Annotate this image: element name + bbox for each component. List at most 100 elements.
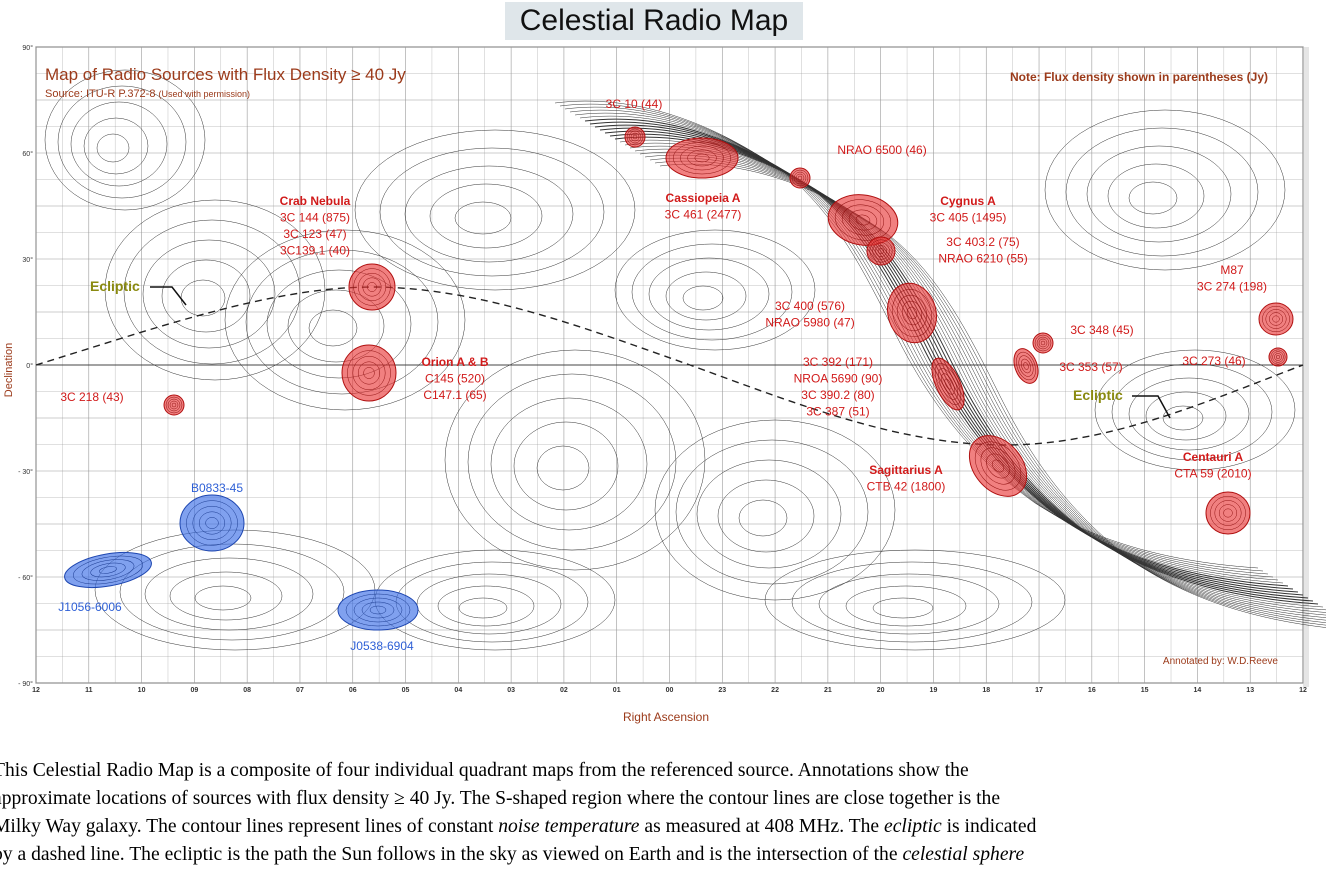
source-label: J0538-6904 [350,639,414,653]
contour-line [1044,109,1286,271]
contour-line [96,133,130,163]
source-area [337,589,419,631]
contour-line [57,85,187,199]
contour-line [142,239,276,349]
contour-line [614,229,816,351]
contour-line [574,112,1279,581]
contour-line [629,145,1326,613]
contour-line [245,249,439,395]
radio-map: Ecliptic Ecliptic Crab Nebula 3C 144 (875… [3,44,1326,724]
text: approximate locations of sources with fl… [0,788,1001,809]
source-contour [167,398,181,412]
contour-line [437,585,535,627]
x-tick-label: 11 [85,687,93,694]
source-contour [367,282,377,292]
source-text: Source: ITU-R P.372-8 [45,88,155,100]
source-contour [171,402,177,408]
description: This Celestial Radio Map is a composite … [0,757,1036,869]
source-area [789,167,811,189]
source-label: B0833-45 [191,481,243,495]
source-label: CTB 42 (1800) [867,480,946,494]
source-area [968,435,1028,497]
y-tick-label: 60° [22,150,33,158]
contour-line [872,597,934,619]
source-contour [687,149,717,167]
source-contour [363,367,375,379]
text: by a dashed line. The ecliptic is the pa… [0,844,903,865]
contour-line [717,479,815,553]
source-label: Orion A & B [421,355,488,369]
source-contour [1268,312,1284,326]
contour-line [194,585,252,611]
contour-line [266,269,412,379]
source-label: Cygnus A [940,194,996,208]
source-contour [901,300,923,326]
source-contour [892,289,932,337]
source-contour [1223,508,1233,518]
contour-line [44,69,206,211]
source-area [341,344,397,402]
source-contour [361,601,395,619]
x-tick-label: 21 [824,687,832,694]
text: as measured at 408 MHz. The [639,816,885,837]
source-contour [362,277,382,297]
contour-line [584,118,1289,587]
source-contour [192,505,232,541]
contour-line [123,219,301,365]
source-label: C145 (520) [425,372,485,386]
contour-line [1128,377,1250,451]
contour-line [308,309,358,347]
contour-line [654,419,896,601]
contour-line [1145,391,1227,441]
source-contour [841,204,885,236]
contour-line [579,115,1284,584]
ticks: 90°60°30°0°- 30°- 60°- 90°12 11 10 09 08 07 06… [18,44,1307,694]
source-contour [353,597,403,623]
source-contour [1272,351,1284,363]
source-contour [934,363,962,405]
source-label: C147.1 (65) [423,388,486,402]
source-contour [347,350,391,396]
contour-line [169,571,283,621]
source-contour [672,141,732,175]
radio-source [1032,332,1054,354]
source-contour [630,132,640,142]
text: Milky Way galaxy. The contour lines repr… [0,816,499,837]
frame-shadow [1303,47,1309,687]
source-contour [992,459,1004,473]
radio-source [337,589,419,631]
source-area [179,494,245,552]
source-contour [941,373,955,395]
source-contour [73,555,143,585]
source-area [163,394,185,416]
contour-line [354,129,636,291]
source-contour [1274,353,1282,361]
source-area [866,236,896,266]
contour-line [624,142,1326,611]
map-heading: Map of Radio Sources with Flux Density ≥… [45,65,406,84]
ecliptic-label: Ecliptic [90,278,140,294]
ecliptic-pointer [150,286,187,306]
contour-line [649,157,1326,623]
contour-line [161,259,251,333]
source-contour [1040,340,1046,346]
source-label: 3C 353 (57) [1059,360,1122,374]
source-contour [352,355,386,391]
source-area [827,194,899,246]
contour-line [1107,163,1205,229]
x-tick-label: 03 [507,687,515,694]
radio-source [624,126,646,148]
x-tick-label: 07 [296,687,304,694]
source-contour [795,173,805,183]
x-tick-label: 13 [1246,687,1254,694]
contour-line [536,445,590,491]
contour-line [454,201,512,235]
source-label: 3C 348 (45) [1070,323,1133,337]
x-tick-label: 19 [930,687,938,694]
source-contour [205,517,219,529]
source-area [1205,491,1251,535]
contour-line [659,163,1326,628]
y-tick-label: 30° [22,256,33,264]
x-tick-label: 06 [349,687,357,694]
contour-line [682,285,724,311]
